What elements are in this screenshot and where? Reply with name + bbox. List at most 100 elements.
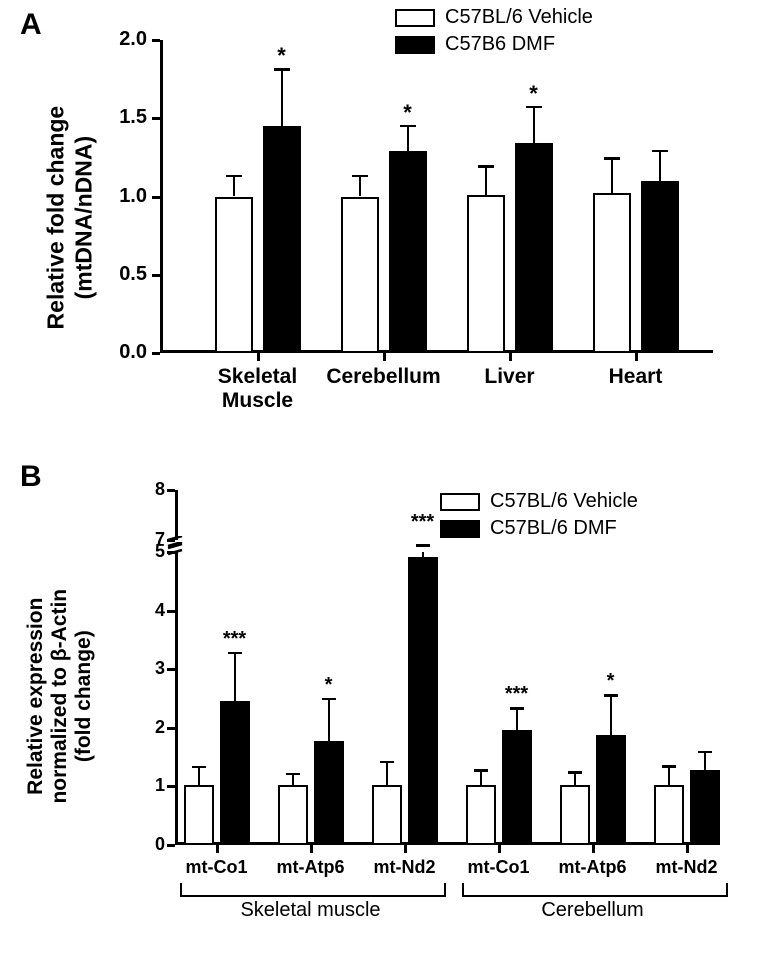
error-bar: [359, 175, 362, 197]
error-cap: [228, 652, 242, 655]
y-tick-label: 1.5: [105, 106, 147, 129]
x-tick: [383, 353, 386, 361]
y-tick-label: 1: [140, 775, 165, 796]
significance-mark: *: [262, 43, 302, 69]
error-cap: [322, 698, 336, 701]
x-category-label: mt-Atp6: [266, 857, 356, 878]
error-bar: [668, 765, 671, 784]
bar: [263, 126, 301, 353]
x-tick: [310, 845, 313, 853]
error-bar: [234, 652, 237, 702]
error-bar: [386, 761, 389, 785]
error-cap: [474, 769, 488, 772]
error-cap: [604, 157, 620, 160]
bar: [596, 735, 626, 845]
legend-row: C57BL/6 Vehicle: [395, 6, 593, 29]
y-tick-label: 2: [140, 717, 165, 738]
error-cap: [652, 150, 668, 153]
x-tick: [635, 353, 638, 361]
y-tick: [167, 668, 175, 671]
y-tick: [152, 117, 160, 120]
error-bar: [422, 552, 425, 557]
bar: [593, 193, 631, 353]
bar: [515, 143, 553, 353]
y-tick-label: 1.0: [105, 185, 147, 208]
significance-mark: *: [304, 674, 354, 697]
significance-mark: ***: [492, 683, 542, 706]
x-category-label: Heart: [576, 365, 696, 389]
y-tick: [167, 727, 175, 730]
bar: [314, 741, 344, 845]
group-label: Cerebellum: [462, 899, 724, 922]
y-tick: [167, 610, 175, 613]
error-cap: [416, 544, 430, 547]
significance-mark: *: [514, 81, 554, 107]
bar: [220, 701, 250, 845]
error-bar: [328, 698, 331, 741]
significance-mark: *: [586, 670, 636, 693]
y-tick: [167, 785, 175, 788]
error-bar: [704, 751, 707, 770]
x-tick: [404, 845, 407, 853]
y-tick-label: 0: [140, 834, 165, 855]
y-tick: [152, 196, 160, 199]
bar: [215, 197, 253, 354]
axis-break-icon: [166, 536, 186, 552]
y-tick: [152, 274, 160, 277]
error-bar: [233, 175, 236, 197]
y-tick: [167, 844, 175, 847]
error-cap: [226, 175, 242, 178]
significance-mark: ***: [210, 628, 260, 651]
bar: [278, 785, 308, 845]
y-tick-label: 3: [140, 658, 165, 679]
x-category-label: mt-Co1: [172, 857, 262, 878]
error-cap: [478, 165, 494, 168]
bar: [560, 785, 590, 845]
x-category-label: Cerebellum: [324, 365, 444, 389]
panel-b-ylabel: Relative expression normalized to β-Acti…: [24, 536, 96, 856]
bar: [641, 181, 679, 353]
x-tick: [686, 845, 689, 853]
error-bar: [533, 106, 536, 144]
y-tick: [167, 489, 175, 492]
group-label: Skeletal muscle: [180, 899, 442, 922]
legend-swatch-open: [395, 9, 435, 27]
panel-b: B C57BL/6 Vehicle C57BL/6 DMF Relative e…: [0, 460, 760, 955]
bar: [372, 785, 402, 845]
error-bar: [485, 165, 488, 195]
error-cap: [510, 707, 524, 710]
y-tick-label: 4: [140, 600, 165, 621]
panel-b-label: B: [20, 460, 42, 494]
y-tick-label: 0.0: [105, 341, 147, 364]
error-cap: [352, 175, 368, 178]
bar: [690, 770, 720, 845]
error-bar: [281, 68, 284, 126]
error-cap: [604, 694, 618, 697]
significance-mark: *: [388, 100, 428, 126]
x-category-label: mt-Nd2: [642, 857, 732, 878]
panel-a-label: A: [20, 8, 42, 42]
bar: [184, 785, 214, 845]
x-category-label: Skeletal Muscle: [198, 365, 318, 413]
error-bar: [198, 766, 201, 785]
y-tick-label: 7: [140, 529, 165, 550]
x-category-label: Liver: [450, 365, 570, 389]
error-bar: [516, 707, 519, 729]
x-category-label: mt-Nd2: [360, 857, 450, 878]
bar: [502, 730, 532, 845]
error-bar: [610, 694, 613, 735]
x-tick: [592, 845, 595, 853]
significance-mark: ***: [398, 511, 448, 534]
figure: A C57BL/6 Vehicle C57B6 DMF Relative fol…: [0, 0, 760, 955]
error-bar: [659, 150, 662, 181]
y-tick-label: 0.5: [105, 263, 147, 286]
error-cap: [192, 766, 206, 769]
y-tick: [152, 39, 160, 42]
panel-b-plot-lower: [175, 552, 718, 845]
bar: [654, 785, 684, 845]
error-cap: [568, 771, 582, 774]
panel-a-ylabel: Relative fold change (mtDNA/nDNA): [42, 78, 97, 358]
error-cap: [698, 751, 712, 754]
x-tick: [257, 353, 260, 361]
x-category-label: mt-Atp6: [548, 857, 638, 878]
